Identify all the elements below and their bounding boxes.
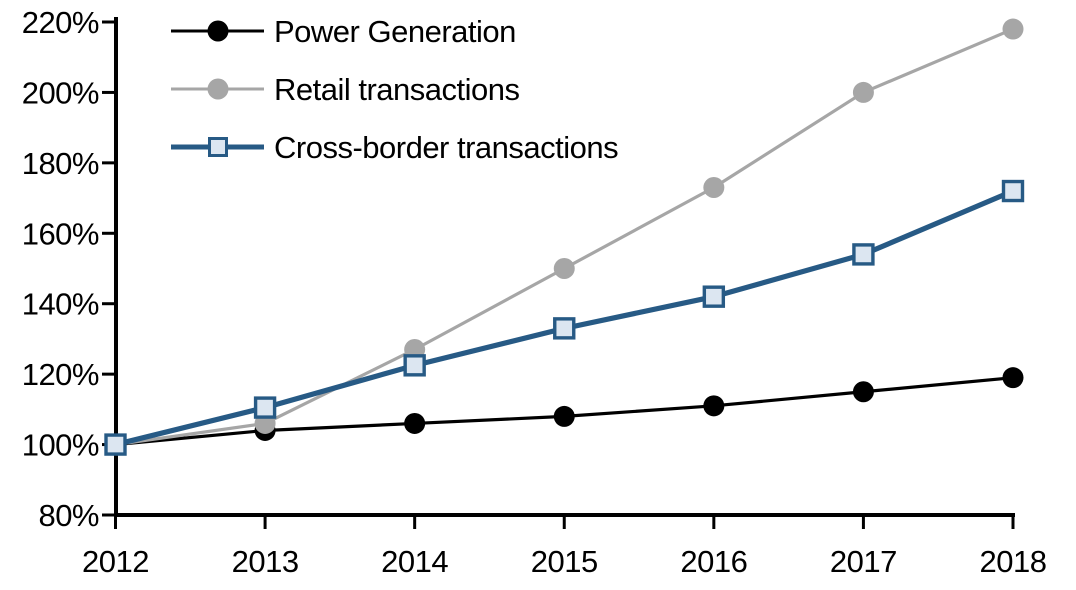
data-point-power-generation-2018 [1002,367,1024,389]
data-point-retail-transactions-2016 [703,177,725,199]
legend-swatch-cross-border-transactions [171,134,264,160]
legend-item-power-generation: Power Generation [171,13,618,49]
legend-square-marker-icon [207,137,228,157]
y-axis-tick-label: 220% [22,5,99,40]
y-axis-tick-label: 200% [22,75,99,110]
legend-circle-marker-icon [207,78,228,100]
data-point-cross-border-transactions-2018 [1001,179,1025,203]
y-axis-tick-label: 80% [38,498,99,533]
x-axis-tick-label: 2013 [232,544,299,579]
y-axis-tick-label: 180% [22,146,99,181]
x-axis-tick-label: 2012 [82,544,149,579]
legend-item-retail-transactions: Retail transactions [171,71,618,107]
data-point-power-generation-2017 [852,381,874,403]
legend-circle-marker-icon [207,20,228,42]
legend-swatch-power-generation [171,18,264,44]
legend-item-cross-border-transactions: Cross-border transactions [171,129,619,165]
data-point-retail-transactions-2018 [1002,18,1024,40]
data-point-cross-border-transactions-2012 [104,433,127,456]
data-point-cross-border-transactions-2016 [702,285,726,308]
data-point-power-generation-2014 [404,412,426,434]
data-point-power-generation-2016 [703,395,725,417]
y-axis-tick-label: 120% [22,357,99,392]
data-point-power-generation-2015 [553,405,575,427]
y-axis-tick-label: 100% [22,428,99,463]
legend-label-retail-transactions: Retail transactions [274,71,520,107]
data-point-cross-border-transactions-2015 [553,317,576,340]
y-axis-tick-label: 160% [22,216,99,251]
data-point-retail-transactions-2015 [553,258,575,279]
chart-legend: Power Generation Retail transactions Cro… [171,13,619,190]
y-axis-tick-label: 140% [22,287,99,322]
data-point-retail-transactions-2017 [852,81,874,103]
x-axis-tick-label: 2017 [830,544,897,579]
legend-label-cross-border-transactions: Cross-border transactions [274,129,619,165]
legend-swatch-retail-transactions [171,76,264,102]
data-point-cross-border-transactions-2014 [403,354,426,377]
data-point-cross-border-transactions-2017 [852,243,875,266]
legend-label-power-generation: Power Generation [274,13,516,49]
x-axis-tick-label: 2016 [680,544,747,579]
x-axis-tick-label: 2015 [531,544,598,579]
x-axis-tick-label: 2018 [980,544,1047,579]
x-axis-tick-label: 2014 [381,544,448,579]
data-point-cross-border-transactions-2013 [253,396,277,419]
